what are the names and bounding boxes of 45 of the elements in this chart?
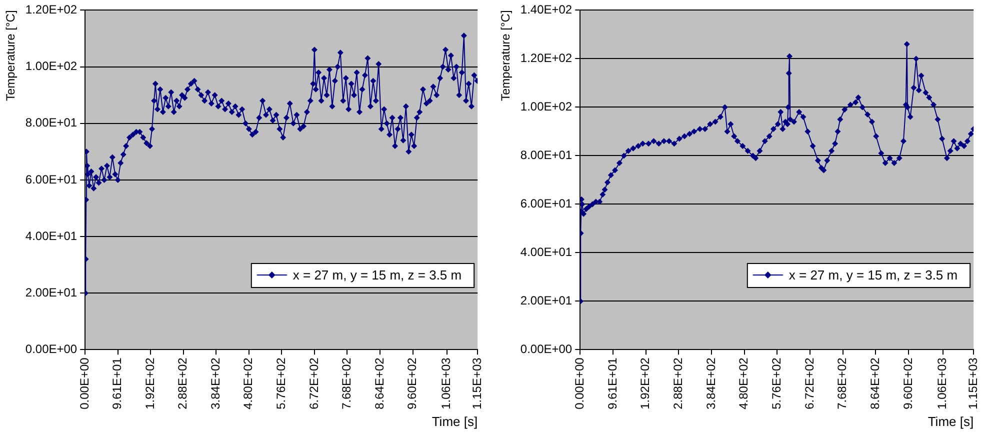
y-tick-label: 1.00E+02 xyxy=(520,100,572,114)
x-tick-label: 8.64E+02 xyxy=(868,357,882,410)
x-tick-label: 1.92E+02 xyxy=(638,357,652,410)
y-tick-label: 0.00E+00 xyxy=(520,342,572,356)
x-tick-label: 6.72E+02 xyxy=(802,357,816,410)
y-tick-label: 1.20E+02 xyxy=(520,51,572,66)
x-tick-label: 9.60E+02 xyxy=(900,357,915,410)
x-tick-label: 3.84E+02 xyxy=(208,357,222,410)
y-tick-label: 1.20E+02 xyxy=(25,2,78,17)
y-axis-title: Temperature [°C] xyxy=(498,10,513,102)
x-tick-label: 4.80E+02 xyxy=(241,357,256,410)
x-axis-title: Time [s] xyxy=(928,414,974,429)
legend-label: x = 27 m, y = 15 m, z = 3.5 m xyxy=(788,268,958,283)
legend-label: x = 27 m, y = 15 m, z = 3.5 m xyxy=(292,268,462,283)
x-tick-label: 1.06E+03 xyxy=(935,357,950,410)
y-axis-title: Temperature [°C] xyxy=(4,10,18,102)
x-tick-label: 2.88E+02 xyxy=(670,357,685,410)
x-tick-label: 7.68E+02 xyxy=(835,357,850,410)
x-tick-label: 5.76E+02 xyxy=(274,357,288,410)
y-tick-label: 6.00E+01 xyxy=(520,196,572,211)
y-tick-label: 1.40E+02 xyxy=(520,2,572,17)
x-tick-label: 8.64E+02 xyxy=(372,357,386,410)
x-tick-label: 3.84E+02 xyxy=(704,357,718,410)
x-tick-label: 9.61E+01 xyxy=(605,357,620,410)
y-tick-label: 2.00E+01 xyxy=(520,294,572,308)
x-tick-label: 6.72E+02 xyxy=(306,357,321,410)
x-tick-label: 1.06E+03 xyxy=(439,357,454,410)
y-tick-label: 6.00E+01 xyxy=(25,172,78,186)
y-tick-label: 4.00E+01 xyxy=(520,245,572,259)
x-tick-label: 2.88E+02 xyxy=(176,357,190,410)
x-tick-label: 4.80E+02 xyxy=(736,357,751,410)
x-tick-label: 5.76E+02 xyxy=(770,357,784,410)
y-tick-label: 0.00E+00 xyxy=(25,342,78,356)
x-tick-label: 7.68E+02 xyxy=(340,357,354,410)
x-tick-label: 9.60E+02 xyxy=(405,357,420,410)
y-tick-label: 4.00E+01 xyxy=(25,228,78,243)
x-tick-label: 1.15E+03 xyxy=(966,357,980,410)
x-tick-label: 1.92E+02 xyxy=(142,357,157,410)
x-axis-title: Time [s] xyxy=(432,414,478,429)
y-tick-label: 8.00E+01 xyxy=(25,116,78,130)
y-tick-label: 1.00E+02 xyxy=(25,59,78,74)
y-tick-label: 8.00E+01 xyxy=(520,148,572,162)
y-tick-label: 2.00E+01 xyxy=(25,285,78,300)
x-tick-label: 9.61E+01 xyxy=(110,357,124,410)
x-tick-label: 1.15E+03 xyxy=(470,357,484,410)
